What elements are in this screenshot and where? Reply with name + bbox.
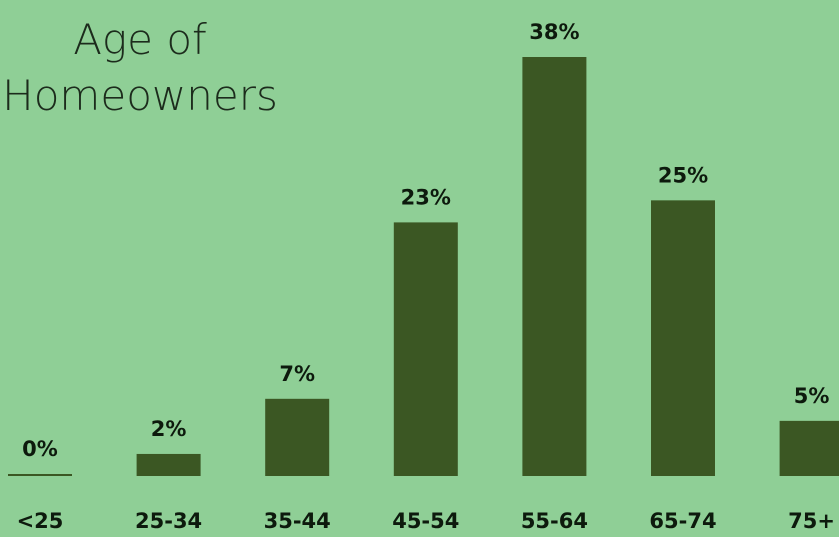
chart-title: Age of Homeowners [0, 12, 310, 124]
bar-0 [8, 474, 72, 476]
data-label-3: 23% [401, 185, 451, 209]
bar-4 [522, 57, 587, 476]
bar-1 [136, 453, 201, 476]
x-tick-label-6: 75+ [788, 509, 835, 533]
data-label-0: 0% [22, 437, 58, 461]
x-tick-label-1: 25-34 [135, 509, 202, 533]
bar-3 [393, 222, 458, 476]
data-label-2: 7% [279, 362, 315, 386]
chart-title-line-1: Age of [73, 15, 207, 64]
bar-6 [779, 420, 839, 476]
x-tick-label-3: 45-54 [392, 509, 459, 533]
bar-5 [651, 200, 715, 476]
data-label-4: 38% [529, 20, 579, 44]
bar-2 [265, 398, 330, 476]
data-label-5: 25% [658, 163, 708, 187]
data-label-6: 5% [794, 384, 830, 408]
data-label-1: 2% [151, 417, 187, 441]
x-tick-label-0: <25 [17, 509, 64, 533]
x-tick-label-2: 35-44 [264, 509, 331, 533]
x-tick-label-5: 65-74 [649, 509, 716, 533]
x-tick-label-4: 55-64 [521, 509, 588, 533]
chart-title-line-2: Homeowners [2, 71, 278, 120]
